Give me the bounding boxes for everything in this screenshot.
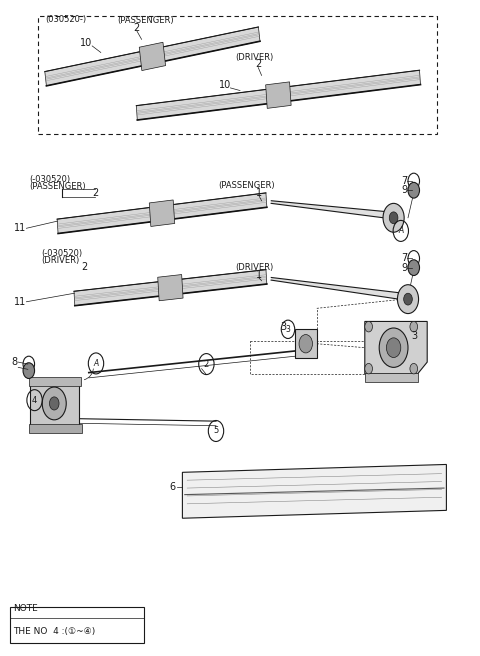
Bar: [10, 607, 144, 643]
Text: NOTE: NOTE: [13, 604, 38, 613]
Text: 6: 6: [169, 482, 175, 492]
Circle shape: [408, 173, 420, 189]
Circle shape: [42, 387, 66, 420]
Circle shape: [299, 335, 312, 353]
Circle shape: [408, 251, 420, 266]
Text: 2: 2: [255, 59, 262, 70]
Circle shape: [383, 203, 404, 232]
Text: (-030520): (-030520): [29, 174, 70, 184]
Text: 5: 5: [214, 426, 218, 436]
Text: 9: 9: [401, 185, 407, 195]
Text: 3: 3: [286, 325, 290, 334]
Text: 10: 10: [80, 38, 93, 49]
Text: (030520-): (030520-): [46, 15, 87, 24]
Polygon shape: [365, 321, 427, 374]
Polygon shape: [30, 384, 79, 426]
Text: (DRIVER): (DRIVER): [235, 53, 274, 62]
Text: A: A: [94, 359, 98, 368]
Circle shape: [404, 293, 412, 305]
Circle shape: [410, 321, 418, 332]
Polygon shape: [45, 27, 260, 86]
Circle shape: [379, 328, 408, 367]
Circle shape: [397, 285, 419, 314]
Text: (PASSENGER): (PASSENGER): [118, 16, 174, 26]
Text: 2: 2: [204, 359, 209, 369]
Text: (PASSENGER): (PASSENGER): [29, 182, 85, 191]
Text: 8: 8: [11, 357, 17, 367]
Circle shape: [408, 260, 420, 276]
Polygon shape: [136, 70, 420, 120]
Text: 10: 10: [218, 80, 231, 91]
Polygon shape: [365, 373, 418, 382]
Circle shape: [408, 182, 420, 198]
Circle shape: [365, 321, 372, 332]
Circle shape: [49, 397, 59, 410]
Text: 2: 2: [81, 262, 87, 272]
Text: 11: 11: [14, 223, 26, 234]
Polygon shape: [271, 277, 403, 300]
Text: 1: 1: [256, 270, 262, 280]
Text: 3: 3: [280, 321, 287, 332]
Text: 3: 3: [411, 331, 418, 341]
Text: (-030520): (-030520): [41, 249, 82, 258]
Text: 2: 2: [133, 22, 140, 33]
Polygon shape: [57, 193, 267, 234]
Text: (DRIVER): (DRIVER): [41, 256, 79, 265]
Text: A: A: [398, 226, 403, 236]
Text: 7: 7: [401, 176, 407, 186]
Text: (DRIVER): (DRIVER): [235, 263, 274, 272]
Polygon shape: [265, 82, 291, 108]
Polygon shape: [29, 424, 82, 433]
Polygon shape: [29, 377, 81, 386]
Polygon shape: [158, 275, 183, 300]
Circle shape: [365, 363, 372, 374]
Text: 4: 4: [32, 396, 37, 405]
Circle shape: [410, 363, 418, 374]
Polygon shape: [74, 270, 267, 306]
Polygon shape: [149, 200, 175, 226]
Polygon shape: [182, 464, 446, 518]
Text: (PASSENGER): (PASSENGER): [218, 181, 275, 190]
Circle shape: [23, 356, 35, 372]
Polygon shape: [271, 201, 389, 218]
Circle shape: [23, 363, 35, 379]
Circle shape: [389, 212, 398, 224]
Text: 11: 11: [14, 297, 26, 307]
Text: 9: 9: [401, 262, 407, 273]
Polygon shape: [295, 329, 317, 358]
Text: THE NO  4 :(①~④): THE NO 4 :(①~④): [13, 626, 96, 636]
Text: 7: 7: [401, 253, 407, 264]
Text: 1: 1: [256, 188, 262, 198]
Circle shape: [386, 338, 401, 358]
Text: 2: 2: [92, 188, 98, 198]
Polygon shape: [139, 42, 166, 71]
